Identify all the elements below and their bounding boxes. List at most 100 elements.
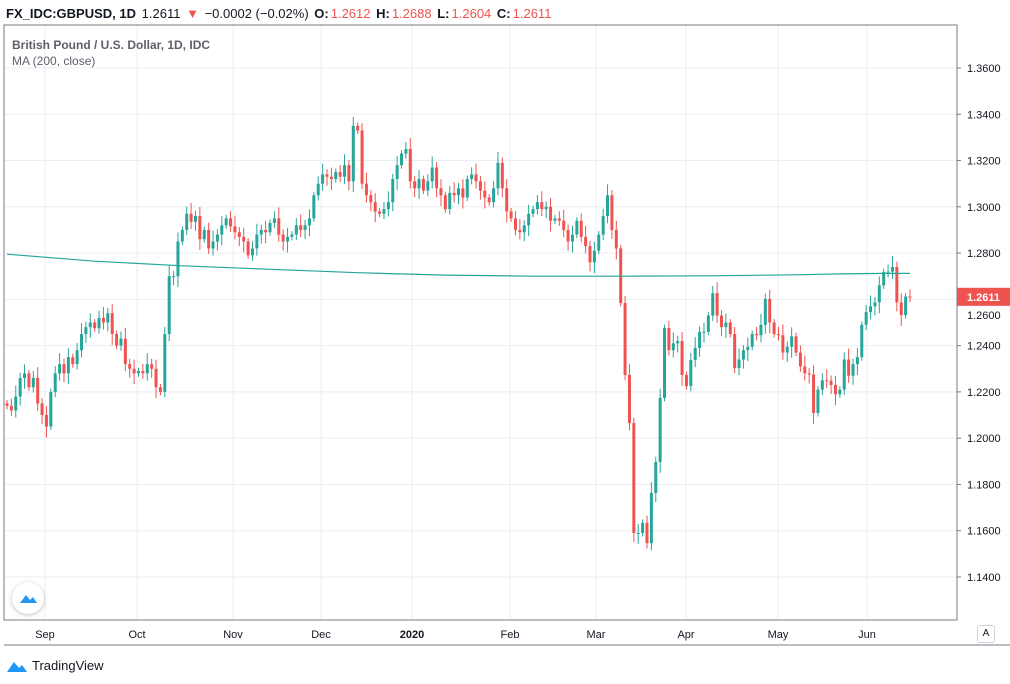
candle-body (106, 313, 110, 323)
candle-body (680, 340, 684, 376)
x-tick-label: Sep (35, 629, 55, 641)
ma-200-line (6, 253, 910, 277)
candle-body (312, 195, 316, 219)
candle-body (847, 359, 851, 376)
candle-body (132, 368, 136, 374)
candle-body (487, 197, 491, 203)
candle-body (36, 378, 40, 404)
candle-body (382, 209, 386, 214)
candle-body (356, 125, 360, 131)
candle-body (119, 338, 123, 346)
candle-body (215, 234, 219, 242)
tradingview-logo-icon (7, 661, 27, 672)
candle-body (825, 380, 829, 382)
candle-body (474, 174, 478, 182)
y-tick-label: 1.1400 (967, 572, 1001, 584)
candle-body (457, 188, 460, 196)
candle-body (58, 364, 62, 374)
symbol-label: FX_IDC:GBPUSD, 1D (6, 6, 137, 21)
candle-body (172, 276, 176, 278)
candle-body (62, 364, 66, 374)
candle-body (400, 153, 404, 166)
tradingview-brand[interactable]: TradingView (6, 658, 104, 673)
auto-scale-button[interactable]: A (977, 625, 995, 643)
candle-body (790, 336, 794, 347)
candle-body (549, 206, 553, 221)
candle-body (597, 234, 601, 251)
candle-body (150, 364, 154, 369)
candle-body (264, 229, 268, 233)
candle-body (838, 389, 842, 395)
last-price: 1.2611 (141, 6, 181, 21)
candle-body (776, 334, 780, 336)
candle-body (614, 229, 618, 249)
candle-body (364, 183, 368, 196)
candle-body (623, 303, 627, 376)
candle-body (584, 236, 588, 247)
x-tick-label: Oct (128, 629, 145, 641)
candle-body (294, 225, 298, 235)
candle-body (592, 250, 596, 263)
x-tick-label: Feb (501, 629, 520, 641)
candle-body (360, 130, 364, 184)
x-tick-label: Apr (677, 629, 694, 641)
candle-body (40, 403, 44, 416)
candle-body (329, 176, 333, 180)
candle-body (636, 533, 640, 535)
y-tick-label: 1.2600 (967, 310, 1001, 322)
candle-body (663, 328, 667, 398)
candle-body (426, 181, 430, 191)
candle-body (202, 229, 206, 240)
candle-body (421, 179, 425, 191)
candle-body (882, 272, 886, 286)
x-tick-label: Mar (587, 629, 606, 641)
high-value: 1.2688 (391, 6, 432, 21)
candle-body (715, 293, 719, 316)
close-label: C: (496, 6, 511, 21)
candle-body (768, 298, 772, 323)
candle-body (378, 211, 382, 214)
candle-body (820, 380, 824, 390)
candle-body (417, 179, 421, 189)
cloud-icon (20, 595, 37, 603)
candle-body (5, 403, 9, 406)
x-tick-label: Dec (311, 629, 331, 641)
candle-body (759, 324, 763, 336)
candle-body (869, 306, 873, 313)
candle-body (676, 340, 680, 344)
candle-body (373, 202, 377, 212)
candle-body (728, 322, 732, 335)
candle-body (448, 192, 452, 210)
last-price-badge (957, 287, 1010, 306)
y-tick-label: 1.3000 (967, 202, 1001, 214)
candle-body (413, 181, 417, 189)
candle-body (395, 165, 399, 180)
candle-body (899, 302, 903, 316)
tradingview-logo-button[interactable] (12, 582, 44, 614)
candle-body (211, 241, 215, 249)
candle-body (88, 322, 92, 328)
candle-body (307, 218, 311, 226)
candle-body (627, 375, 631, 424)
candle-body (588, 246, 592, 263)
candle-body (84, 327, 88, 335)
candle-body (544, 206, 548, 210)
candle-body (115, 334, 119, 346)
candle-body (137, 371, 141, 374)
close-value: 1.2611 (512, 6, 552, 21)
x-tick-label: Jun (858, 629, 876, 641)
candle-body (509, 211, 513, 219)
candle-body (724, 322, 728, 328)
candle-body (439, 188, 443, 196)
candle-body (128, 364, 132, 369)
candle-body (391, 179, 395, 203)
candle-body (237, 232, 241, 237)
y-tick-label: 1.2800 (967, 248, 1001, 260)
candle-body (566, 229, 570, 242)
candle-body (667, 328, 671, 351)
y-tick-label: 1.1800 (967, 479, 1001, 491)
candle-body (14, 396, 18, 411)
candle-body (772, 322, 776, 335)
candle-body (478, 181, 482, 191)
